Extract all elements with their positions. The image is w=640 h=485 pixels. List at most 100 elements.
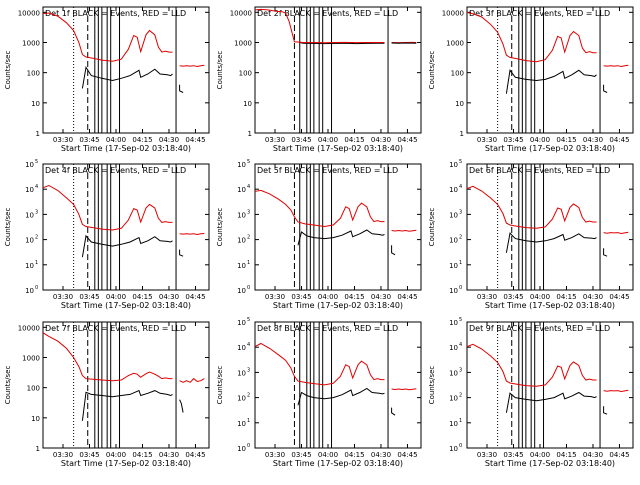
lld-series-3 — [180, 234, 205, 235]
y-tick-exponent: 4 — [459, 342, 462, 348]
y-tick-exponent: 1 — [247, 418, 250, 424]
y-axis-label: Counts/sec — [216, 208, 224, 247]
x-tick-label: 04:45 — [609, 451, 629, 459]
x-tick-label: 03:30 — [265, 451, 285, 459]
x-tick-label: 04:15 — [344, 293, 364, 301]
y-tick-exponent: 0 — [247, 443, 250, 449]
lld-series-3 — [604, 232, 629, 233]
plot-area — [254, 322, 416, 448]
y-tick-label: 10000 — [442, 9, 464, 17]
plot-frame — [43, 164, 209, 290]
lld-series-3 — [604, 390, 629, 391]
events-series-4 — [604, 85, 608, 93]
x-tick-label: 03:30 — [53, 293, 73, 301]
events-series-1 — [82, 236, 172, 257]
x-tick-label: 04:00 — [106, 293, 126, 301]
y-tick-exponent: 1 — [35, 260, 38, 266]
x-tick-label: 04:00 — [318, 451, 338, 459]
y-tick-label: 10 — [449, 395, 458, 403]
y-tick-label: 1000 — [234, 39, 252, 47]
x-axis-label: Start Time (17-Sep-02 03:18:40) — [273, 301, 403, 310]
x-tick-label: 03:45 — [291, 136, 311, 144]
y-tick-label: 10000 — [230, 9, 252, 17]
y-tick-label: 10 — [25, 211, 34, 219]
y-tick-exponent: 2 — [35, 235, 38, 241]
panel-1: Det 1f BLACK = Events, RED = LLDCounts/s… — [4, 7, 209, 153]
plot-frame — [43, 322, 209, 448]
x-tick-label: 03:30 — [477, 293, 497, 301]
plot-area — [42, 322, 205, 448]
y-tick-exponent: 4 — [247, 342, 250, 348]
lld-series-3 — [180, 65, 205, 66]
events-series-4 — [180, 85, 184, 93]
panel-8: Det 8f BLACK = Events, RED = LLDCounts/s… — [216, 317, 421, 468]
plot-area — [466, 164, 629, 290]
y-tick-exponent: 3 — [247, 367, 250, 373]
y-tick-exponent: 1 — [247, 260, 250, 266]
x-tick-label: 03:30 — [53, 136, 73, 144]
events-series-4 — [392, 245, 396, 255]
events-series-4 — [604, 248, 608, 256]
y-tick-exponent: 0 — [459, 285, 462, 291]
lld-series-3 — [392, 230, 417, 231]
y-tick-label: 10 — [449, 186, 458, 194]
y-tick-exponent: 4 — [35, 184, 38, 190]
plot-frame — [467, 322, 633, 448]
x-tick-label: 04:30 — [371, 293, 391, 301]
y-tick-label: 10 — [449, 262, 458, 270]
y-tick-label: 100 — [27, 70, 40, 78]
x-axis-label: Start Time (17-Sep-02 03:18:40) — [61, 459, 191, 468]
x-tick-label: 04:00 — [106, 136, 126, 144]
panel-2: Det 2f BLACK = Events, RED = LLDCounts/s… — [216, 7, 421, 153]
x-tick-label: 04:15 — [344, 451, 364, 459]
y-tick-label: 10 — [25, 161, 34, 169]
y-tick-exponent: 0 — [247, 285, 250, 291]
y-tick-exponent: 5 — [247, 159, 250, 165]
y-tick-exponent: 5 — [459, 159, 462, 165]
y-tick-label: 10 — [243, 100, 252, 108]
events-series-1 — [506, 393, 596, 413]
y-tick-exponent: 2 — [459, 235, 462, 241]
x-tick-label: 03:45 — [79, 136, 99, 144]
y-tick-label: 1000 — [446, 39, 464, 47]
panel-3: Det 3f BLACK = Events, RED = LLDCounts/s… — [428, 7, 633, 153]
y-tick-label: 10 — [31, 100, 40, 108]
events-series-4 — [604, 406, 608, 414]
y-tick-label: 10 — [237, 262, 246, 270]
x-axis-label: Start Time (17-Sep-02 03:18:40) — [61, 144, 191, 153]
x-tick-label: 03:30 — [265, 293, 285, 301]
y-tick-exponent: 0 — [459, 443, 462, 449]
y-tick-label: 1 — [36, 445, 40, 453]
y-tick-label: 10 — [449, 161, 458, 169]
x-axis-label: Start Time (17-Sep-02 03:18:40) — [485, 301, 615, 310]
x-tick-label: 03:45 — [291, 293, 311, 301]
y-tick-label: 100 — [239, 70, 252, 78]
y-axis-label: Counts/sec — [4, 366, 12, 405]
y-tick-label: 10 — [237, 211, 246, 219]
y-tick-exponent: 5 — [459, 317, 462, 323]
x-tick-label: 03:45 — [503, 293, 523, 301]
y-tick-label: 1 — [36, 130, 40, 138]
x-axis-label: Start Time (17-Sep-02 03:18:40) — [485, 144, 615, 153]
plot-frame — [255, 7, 421, 133]
x-tick-label: 04:00 — [530, 136, 550, 144]
x-tick-label: 04:00 — [318, 293, 338, 301]
x-tick-label: 04:45 — [185, 136, 205, 144]
events-series-1 — [82, 67, 172, 88]
x-tick-label: 04:30 — [583, 451, 603, 459]
y-tick-label: 10 — [31, 415, 40, 423]
y-tick-exponent: 3 — [459, 209, 462, 215]
y-tick-label: 10000 — [18, 324, 40, 332]
plot-area — [254, 7, 416, 133]
y-axis-label: Counts/sec — [428, 366, 436, 405]
y-tick-exponent: 2 — [247, 393, 250, 399]
y-tick-label: 10 — [449, 420, 458, 428]
x-tick-label: 04:45 — [397, 293, 417, 301]
x-tick-label: 04:15 — [132, 293, 152, 301]
x-tick-label: 04:30 — [159, 451, 179, 459]
y-axis-label: Counts/sec — [428, 51, 436, 90]
x-axis-label: Start Time (17-Sep-02 03:18:40) — [273, 459, 403, 468]
y-tick-exponent: 3 — [35, 209, 38, 215]
x-tick-label: 04:30 — [159, 293, 179, 301]
